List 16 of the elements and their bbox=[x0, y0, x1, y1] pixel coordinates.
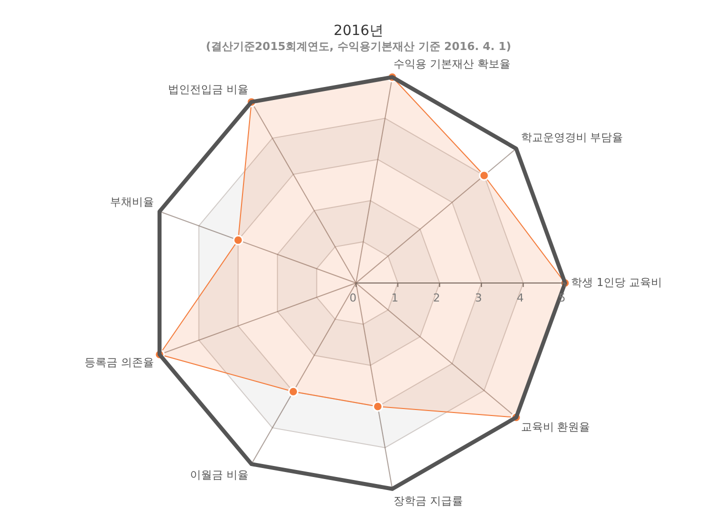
y-tick-label: 2 bbox=[433, 291, 440, 304]
spoke-label: 교육비 환원율 bbox=[520, 420, 590, 434]
spoke-label: 학교운영경비 부담율 bbox=[520, 131, 624, 144]
y-tick-label: 1 bbox=[391, 291, 398, 304]
y-tick-label: 4 bbox=[516, 291, 524, 304]
spoke-label: 등록금 의존율 bbox=[84, 356, 154, 370]
spoke-label: 법인전입금 비율 bbox=[168, 83, 248, 96]
spoke-label: 학생 1인당 교육비 bbox=[571, 276, 662, 289]
y-tick-label: 3 bbox=[474, 291, 482, 304]
spoke-label: 이월금 비율 bbox=[190, 468, 248, 482]
y-tick-label: 0 bbox=[350, 291, 356, 304]
spoke-label: 장학금 지급률 bbox=[393, 494, 463, 508]
spoke-label: 부채비율 bbox=[110, 196, 154, 209]
chart-title: 2016년 bbox=[332, 22, 384, 40]
spoke-label: 수익용 기본재산 확보율 bbox=[393, 57, 510, 70]
chart-subtitle: (결산기준2015회계연도, 수익용기본재산 기준 2016. 4. 1) bbox=[204, 39, 512, 54]
